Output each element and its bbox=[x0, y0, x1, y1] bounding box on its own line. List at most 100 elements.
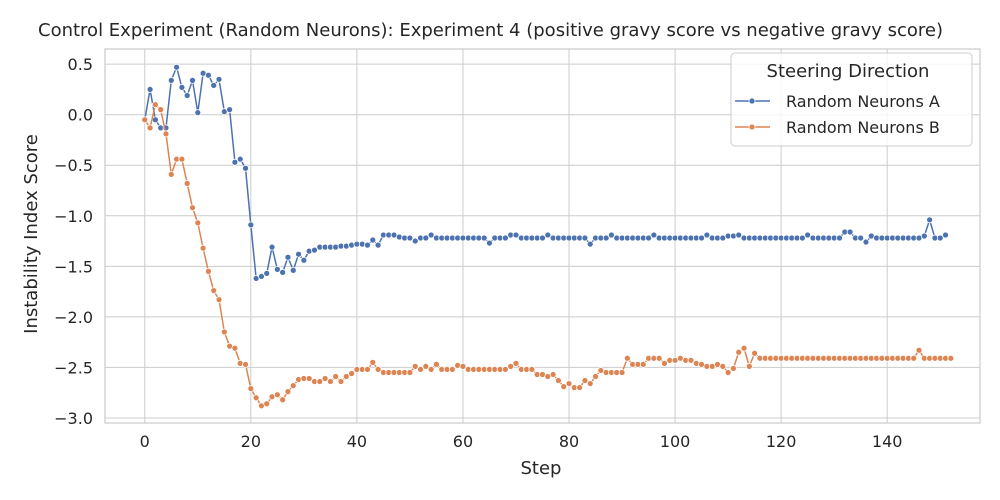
data-point bbox=[178, 84, 186, 91]
data-point bbox=[544, 231, 552, 239]
data-point bbox=[507, 363, 515, 370]
data-point bbox=[279, 269, 287, 276]
data-point bbox=[194, 219, 202, 227]
y-tick-label: −2.5 bbox=[54, 358, 93, 377]
data-point bbox=[231, 158, 239, 166]
data-point bbox=[369, 358, 377, 366]
data-point bbox=[178, 155, 186, 163]
data-point bbox=[406, 234, 414, 242]
x-tick-label: 140 bbox=[872, 432, 903, 451]
data-point bbox=[502, 234, 509, 242]
legend-label: Random Neurons A bbox=[786, 92, 940, 111]
data-point bbox=[167, 76, 175, 84]
data-point bbox=[284, 253, 292, 261]
data-point bbox=[273, 391, 281, 399]
data-point bbox=[157, 106, 165, 114]
data-point bbox=[915, 346, 923, 354]
data-point bbox=[252, 394, 260, 402]
x-tick-label: 20 bbox=[241, 432, 261, 451]
data-point bbox=[183, 180, 191, 187]
data-point bbox=[486, 239, 493, 247]
data-point bbox=[936, 234, 944, 242]
data-point bbox=[942, 231, 949, 239]
data-point bbox=[650, 231, 658, 239]
data-point bbox=[374, 366, 382, 373]
data-point bbox=[247, 221, 255, 229]
data-point bbox=[581, 234, 589, 242]
data-point bbox=[555, 377, 562, 384]
data-point bbox=[369, 236, 377, 244]
data-point bbox=[920, 232, 928, 240]
data-point bbox=[284, 388, 292, 396]
data-point bbox=[836, 234, 843, 242]
data-point bbox=[316, 378, 324, 385]
data-point bbox=[798, 234, 806, 242]
data-point bbox=[173, 63, 180, 71]
data-point bbox=[586, 240, 594, 248]
y-tick-label: −2.0 bbox=[54, 308, 93, 327]
legend-label: Random Neurons B bbox=[786, 118, 940, 137]
data-point bbox=[205, 268, 212, 275]
data-point bbox=[512, 231, 520, 239]
data-point bbox=[146, 124, 154, 132]
data-point bbox=[528, 366, 536, 373]
data-point bbox=[321, 375, 329, 382]
data-point bbox=[162, 130, 170, 138]
x-tick-label: 60 bbox=[453, 432, 473, 451]
x-axis-label: Step bbox=[521, 458, 562, 479]
data-point bbox=[655, 354, 663, 362]
legend-marker bbox=[748, 97, 756, 105]
data-point bbox=[205, 71, 212, 79]
data-point bbox=[311, 246, 318, 254]
data-point bbox=[422, 234, 430, 242]
data-point bbox=[549, 371, 557, 378]
data-point bbox=[300, 256, 308, 264]
data-point bbox=[804, 231, 812, 239]
data-point bbox=[735, 231, 743, 239]
legend-title: Steering Direction bbox=[767, 61, 930, 82]
data-point bbox=[459, 363, 467, 370]
data-point bbox=[215, 296, 223, 304]
data-point bbox=[947, 354, 955, 362]
data-point bbox=[332, 373, 340, 380]
data-point bbox=[406, 369, 414, 376]
data-point bbox=[687, 356, 695, 364]
y-tick-label: 0.0 bbox=[68, 106, 93, 125]
data-point bbox=[592, 373, 599, 380]
y-tick-label: 0.5 bbox=[68, 55, 93, 74]
x-tick-label: 120 bbox=[766, 432, 797, 451]
y-tick-label: −0.5 bbox=[54, 156, 93, 175]
data-point bbox=[146, 86, 154, 93]
data-point bbox=[348, 370, 355, 377]
y-tick-label: −1.0 bbox=[54, 207, 93, 226]
data-point bbox=[411, 237, 419, 245]
data-point bbox=[167, 170, 175, 178]
data-point bbox=[263, 270, 271, 277]
data-point bbox=[152, 116, 159, 124]
data-point bbox=[862, 238, 870, 246]
data-point bbox=[623, 354, 631, 362]
data-point bbox=[231, 344, 239, 352]
data-point bbox=[199, 244, 207, 252]
data-point bbox=[152, 101, 159, 108]
data-point bbox=[194, 109, 202, 117]
data-point bbox=[926, 216, 933, 224]
data-point bbox=[581, 377, 589, 384]
y-tick-label: −1.5 bbox=[54, 257, 93, 276]
data-point bbox=[215, 75, 223, 83]
y-tick-label: −3.0 bbox=[54, 409, 93, 428]
series-random-neurons-b bbox=[141, 101, 955, 410]
data-point bbox=[730, 365, 737, 372]
data-point bbox=[247, 385, 255, 393]
data-point bbox=[273, 265, 281, 273]
data-point bbox=[141, 116, 149, 124]
data-point bbox=[342, 373, 350, 380]
y-axis-label: Instability Index Score bbox=[21, 134, 42, 334]
data-point bbox=[242, 164, 249, 172]
data-point bbox=[411, 363, 419, 370]
data-point bbox=[565, 380, 573, 387]
data-point bbox=[427, 366, 435, 373]
x-tick-label: 40 bbox=[347, 432, 367, 451]
data-point bbox=[645, 234, 652, 242]
